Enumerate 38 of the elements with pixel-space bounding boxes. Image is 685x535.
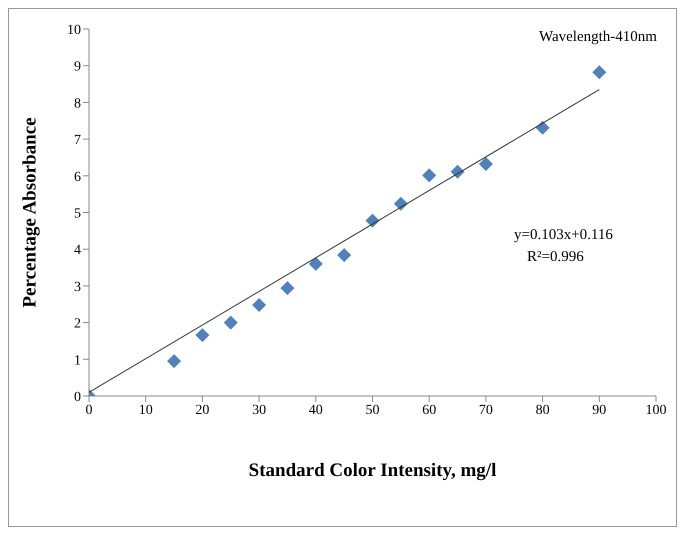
point bbox=[280, 281, 294, 296]
y-tick-label: 6 bbox=[74, 170, 81, 185]
y-tick-label: 4 bbox=[74, 243, 81, 258]
x-tick-label: 100 bbox=[646, 402, 666, 418]
point bbox=[450, 164, 465, 179]
y-tick-label: 7 bbox=[74, 133, 81, 148]
x-tick-label: 10 bbox=[138, 402, 153, 418]
x-tick-label: 40 bbox=[308, 402, 323, 418]
x-tick-label: 70 bbox=[478, 402, 493, 418]
point bbox=[337, 248, 352, 262]
y-tick-label: 2 bbox=[74, 316, 81, 332]
point bbox=[195, 328, 210, 342]
point bbox=[252, 298, 266, 312]
x-tick-label: 20 bbox=[195, 402, 210, 418]
y-axis-title: Percentage Absorbance bbox=[20, 117, 41, 308]
y-tick-label: 5 bbox=[74, 206, 81, 222]
point bbox=[422, 168, 436, 182]
y-tick-label: 1 bbox=[74, 353, 81, 368]
point bbox=[592, 65, 606, 80]
x-tick-label: 60 bbox=[422, 402, 436, 418]
x-axis-title: Standard Color Intensity, mg/l bbox=[248, 460, 496, 481]
point bbox=[224, 316, 238, 330]
point bbox=[308, 256, 323, 271]
annotation: Wavelength-410nm bbox=[539, 29, 657, 46]
x-tick-label: 0 bbox=[86, 402, 92, 418]
x-tick-label: 30 bbox=[252, 402, 266, 418]
y-tick-label: 8 bbox=[74, 96, 81, 112]
x-tick-label: 50 bbox=[366, 402, 380, 418]
y-tick-label: 9 bbox=[74, 60, 81, 75]
x-tick-label: 90 bbox=[592, 402, 606, 418]
y-tick-label: 0 bbox=[74, 390, 81, 405]
point bbox=[167, 354, 182, 368]
annotation: y=0.103x+0.116 bbox=[514, 227, 613, 244]
annotation: R²=0.996 bbox=[527, 249, 584, 266]
x-tick-label: 80 bbox=[536, 402, 550, 418]
y-tick-label: 10 bbox=[67, 22, 81, 38]
point bbox=[478, 157, 493, 172]
y-tick-label: 3 bbox=[74, 280, 81, 295]
